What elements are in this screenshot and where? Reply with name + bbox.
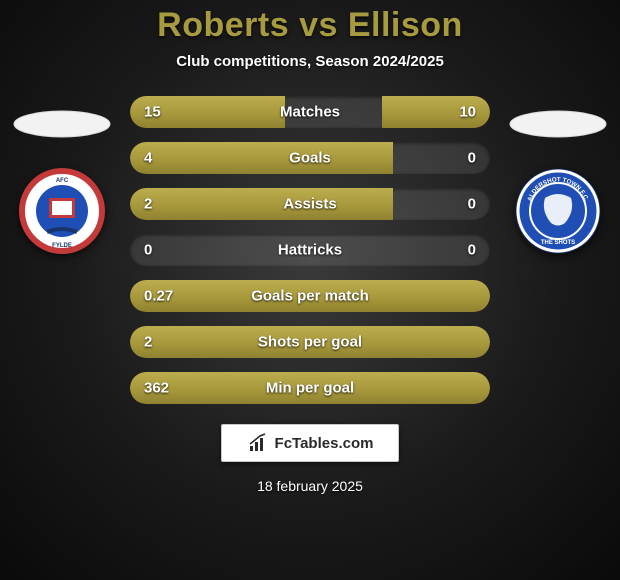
stat-value-left: 4 — [144, 150, 152, 167]
stat-bar: 362 Min per goal — [130, 372, 490, 404]
stat-label: Assists — [283, 196, 336, 213]
stat-value-right: 10 — [459, 104, 476, 121]
stat-bar: 15 Matches 10 — [130, 96, 490, 128]
stat-value-left: 362 — [144, 380, 169, 397]
svg-text:THE SHOTS: THE SHOTS — [541, 240, 575, 246]
left-club-badge: AFC FYLDE — [19, 168, 105, 254]
stat-value-right: 0 — [468, 196, 476, 213]
stats-column: 15 Matches 10 4 Goals 0 2 Assists 0 0 Hattricks 0 0.… — [130, 96, 490, 404]
left-player-column: AFC FYLDE — [8, 96, 116, 254]
stat-value-right: 0 — [468, 242, 476, 259]
content-container: Roberts vs Ellison Club competitions, Se… — [0, 0, 620, 580]
stat-value-left: 15 — [144, 104, 161, 121]
stat-bar: 4 Goals 0 — [130, 142, 490, 174]
stat-label: Hattricks — [278, 242, 342, 259]
stat-bar-fill-left — [130, 188, 393, 220]
date-line: 18 february 2025 — [0, 478, 620, 494]
stat-bar: 2 Shots per goal — [130, 326, 490, 358]
stat-bar: 0 Hattricks 0 — [130, 234, 490, 266]
right-player-silhouette — [508, 102, 608, 146]
brand-label: FcTables.com — [275, 435, 374, 452]
stat-label: Shots per goal — [258, 334, 362, 351]
right-club-badge: ALDERSHOT TOWN F.C. THE SHOTS — [515, 168, 601, 254]
page-subtitle: Club competitions, Season 2024/2025 — [0, 53, 620, 70]
stat-value-left: 2 — [144, 334, 152, 351]
stat-value-left: 0.27 — [144, 288, 173, 305]
stat-bar: 0.27 Goals per match — [130, 280, 490, 312]
stat-label: Goals per match — [251, 288, 369, 305]
page-title: Roberts vs Ellison — [0, 6, 620, 45]
svg-text:AFC: AFC — [56, 178, 69, 184]
main-row: AFC FYLDE 15 Matches 10 4 Goals 0 2 Assists 0 0 Ha… — [0, 96, 620, 404]
stat-label: Goals — [289, 150, 331, 167]
stat-value-left: 2 — [144, 196, 152, 213]
stat-value-left: 0 — [144, 242, 152, 259]
stat-value-right: 0 — [468, 150, 476, 167]
right-player-column: ALDERSHOT TOWN F.C. THE SHOTS — [504, 96, 612, 254]
stat-bar-fill-left — [130, 142, 393, 174]
fctables-logo-icon — [247, 432, 269, 454]
brand-pill[interactable]: FcTables.com — [221, 424, 399, 462]
stat-label: Min per goal — [266, 380, 354, 397]
stat-bar: 2 Assists 0 — [130, 188, 490, 220]
svg-text:FYLDE: FYLDE — [52, 243, 72, 249]
left-player-silhouette — [12, 102, 112, 146]
stat-label: Matches — [280, 104, 340, 121]
